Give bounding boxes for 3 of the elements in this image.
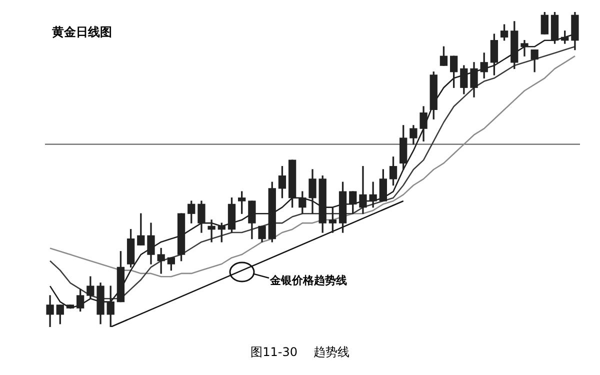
caption: 图11-30 趋势线: [250, 344, 350, 361]
annotation: 金银价格趋势线: [270, 273, 347, 288]
text: 黄金日线图: [52, 24, 112, 41]
